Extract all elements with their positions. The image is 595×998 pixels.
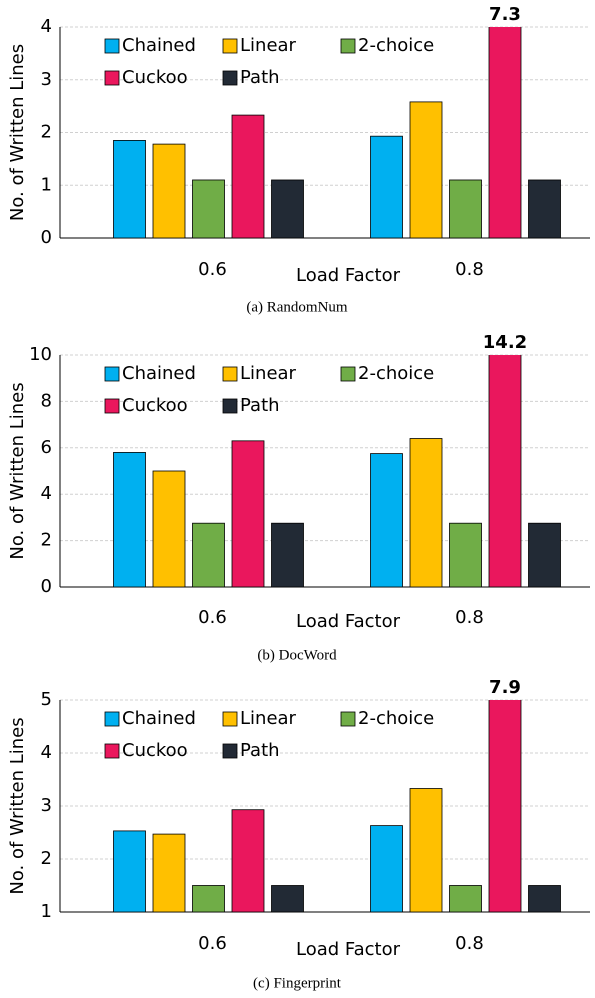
y-tick-label: 1 xyxy=(41,174,52,195)
y-tick-label: 3 xyxy=(41,69,52,90)
bar xyxy=(152,143,186,238)
caption: (c) Fingerprint xyxy=(253,975,342,991)
bar xyxy=(488,27,522,238)
bar xyxy=(488,355,522,587)
legend-swatch xyxy=(104,743,120,759)
bar xyxy=(152,470,186,587)
y-tick-label: 8 xyxy=(41,390,52,411)
x-tick-label: 0.8 xyxy=(455,259,484,280)
bar xyxy=(192,885,225,912)
bar xyxy=(113,140,146,238)
bar xyxy=(409,788,443,912)
legend-label: Chained xyxy=(122,708,196,729)
legend-swatch xyxy=(104,398,120,414)
legend-swatch xyxy=(222,366,238,382)
legend-label: 2-choice xyxy=(358,363,434,384)
bar xyxy=(528,522,561,587)
bar xyxy=(449,179,482,238)
legend-label: Linear xyxy=(240,35,297,56)
legend-swatch xyxy=(104,38,120,54)
bar xyxy=(231,114,265,238)
x-tick-label: 0.6 xyxy=(198,259,227,280)
bar xyxy=(488,700,522,912)
legend-label: Chained xyxy=(122,35,196,56)
legend-swatch xyxy=(104,70,120,86)
bar xyxy=(192,522,225,587)
legend-swatch xyxy=(222,743,238,759)
caption: (b) DocWord xyxy=(257,647,337,663)
value-label: 14.2 xyxy=(483,332,527,353)
bar xyxy=(231,440,265,587)
bar xyxy=(113,830,146,912)
bar xyxy=(192,179,225,238)
x-axis-label: Load Factor xyxy=(296,265,401,286)
y-tick-label: 0 xyxy=(41,227,52,248)
value-label: 7.3 xyxy=(489,4,521,25)
legend-swatch xyxy=(222,398,238,414)
bar xyxy=(152,833,186,912)
caption: (a) RandomNum xyxy=(246,299,348,315)
legend-label: Path xyxy=(240,67,280,88)
legend-label: 2-choice xyxy=(358,35,434,56)
legend-swatch xyxy=(222,70,238,86)
bar xyxy=(271,179,304,238)
x-axis-label: Load Factor xyxy=(296,611,401,632)
bar xyxy=(449,885,482,912)
legend-swatch xyxy=(340,711,356,727)
legend-swatch xyxy=(222,711,238,727)
legend-label: Linear xyxy=(240,708,297,729)
x-axis-label: Load Factor xyxy=(296,939,401,960)
y-tick-label: 1 xyxy=(41,901,52,922)
legend-swatch xyxy=(222,38,238,54)
value-label: 7.9 xyxy=(489,677,521,698)
legend-label: Linear xyxy=(240,363,297,384)
y-axis-label: No. of Written Lines xyxy=(7,382,28,559)
y-tick-label: 2 xyxy=(41,848,52,869)
y-tick-label: 5 xyxy=(41,689,52,710)
legend-swatch xyxy=(104,366,120,382)
y-tick-label: 2 xyxy=(41,530,52,551)
legend-label: Cuckoo xyxy=(122,67,188,88)
legend-label: Path xyxy=(240,740,280,761)
legend-label: Cuckoo xyxy=(122,395,188,416)
y-tick-label: 2 xyxy=(41,122,52,143)
legend-label: Chained xyxy=(122,363,196,384)
bar xyxy=(370,453,403,587)
y-tick-label: 3 xyxy=(41,795,52,816)
bar xyxy=(409,438,443,587)
y-tick-label: 4 xyxy=(41,483,52,504)
y-axis-label: No. of Written Lines xyxy=(7,717,28,894)
bar xyxy=(528,179,561,238)
x-tick-label: 0.8 xyxy=(455,933,484,954)
x-tick-label: 0.6 xyxy=(198,607,227,628)
legend-swatch xyxy=(340,38,356,54)
bar xyxy=(370,135,403,238)
bar xyxy=(271,885,304,912)
y-tick-label: 6 xyxy=(41,437,52,458)
bar xyxy=(449,522,482,587)
legend-label: Cuckoo xyxy=(122,740,188,761)
x-tick-label: 0.6 xyxy=(198,933,227,954)
y-tick-label: 4 xyxy=(41,16,52,37)
bar xyxy=(409,101,443,238)
legend-swatch xyxy=(340,366,356,382)
x-tick-label: 0.8 xyxy=(455,607,484,628)
bar xyxy=(271,522,304,587)
legend-label: Path xyxy=(240,395,280,416)
bar xyxy=(370,825,403,912)
legend-label: 2-choice xyxy=(358,708,434,729)
y-axis-label: No. of Written Lines xyxy=(7,44,28,221)
y-tick-label: 10 xyxy=(29,344,52,365)
bar xyxy=(528,885,561,912)
bar xyxy=(113,452,146,587)
y-tick-label: 4 xyxy=(41,742,52,763)
legend-swatch xyxy=(104,711,120,727)
bar xyxy=(231,809,265,912)
y-tick-label: 0 xyxy=(41,576,52,597)
